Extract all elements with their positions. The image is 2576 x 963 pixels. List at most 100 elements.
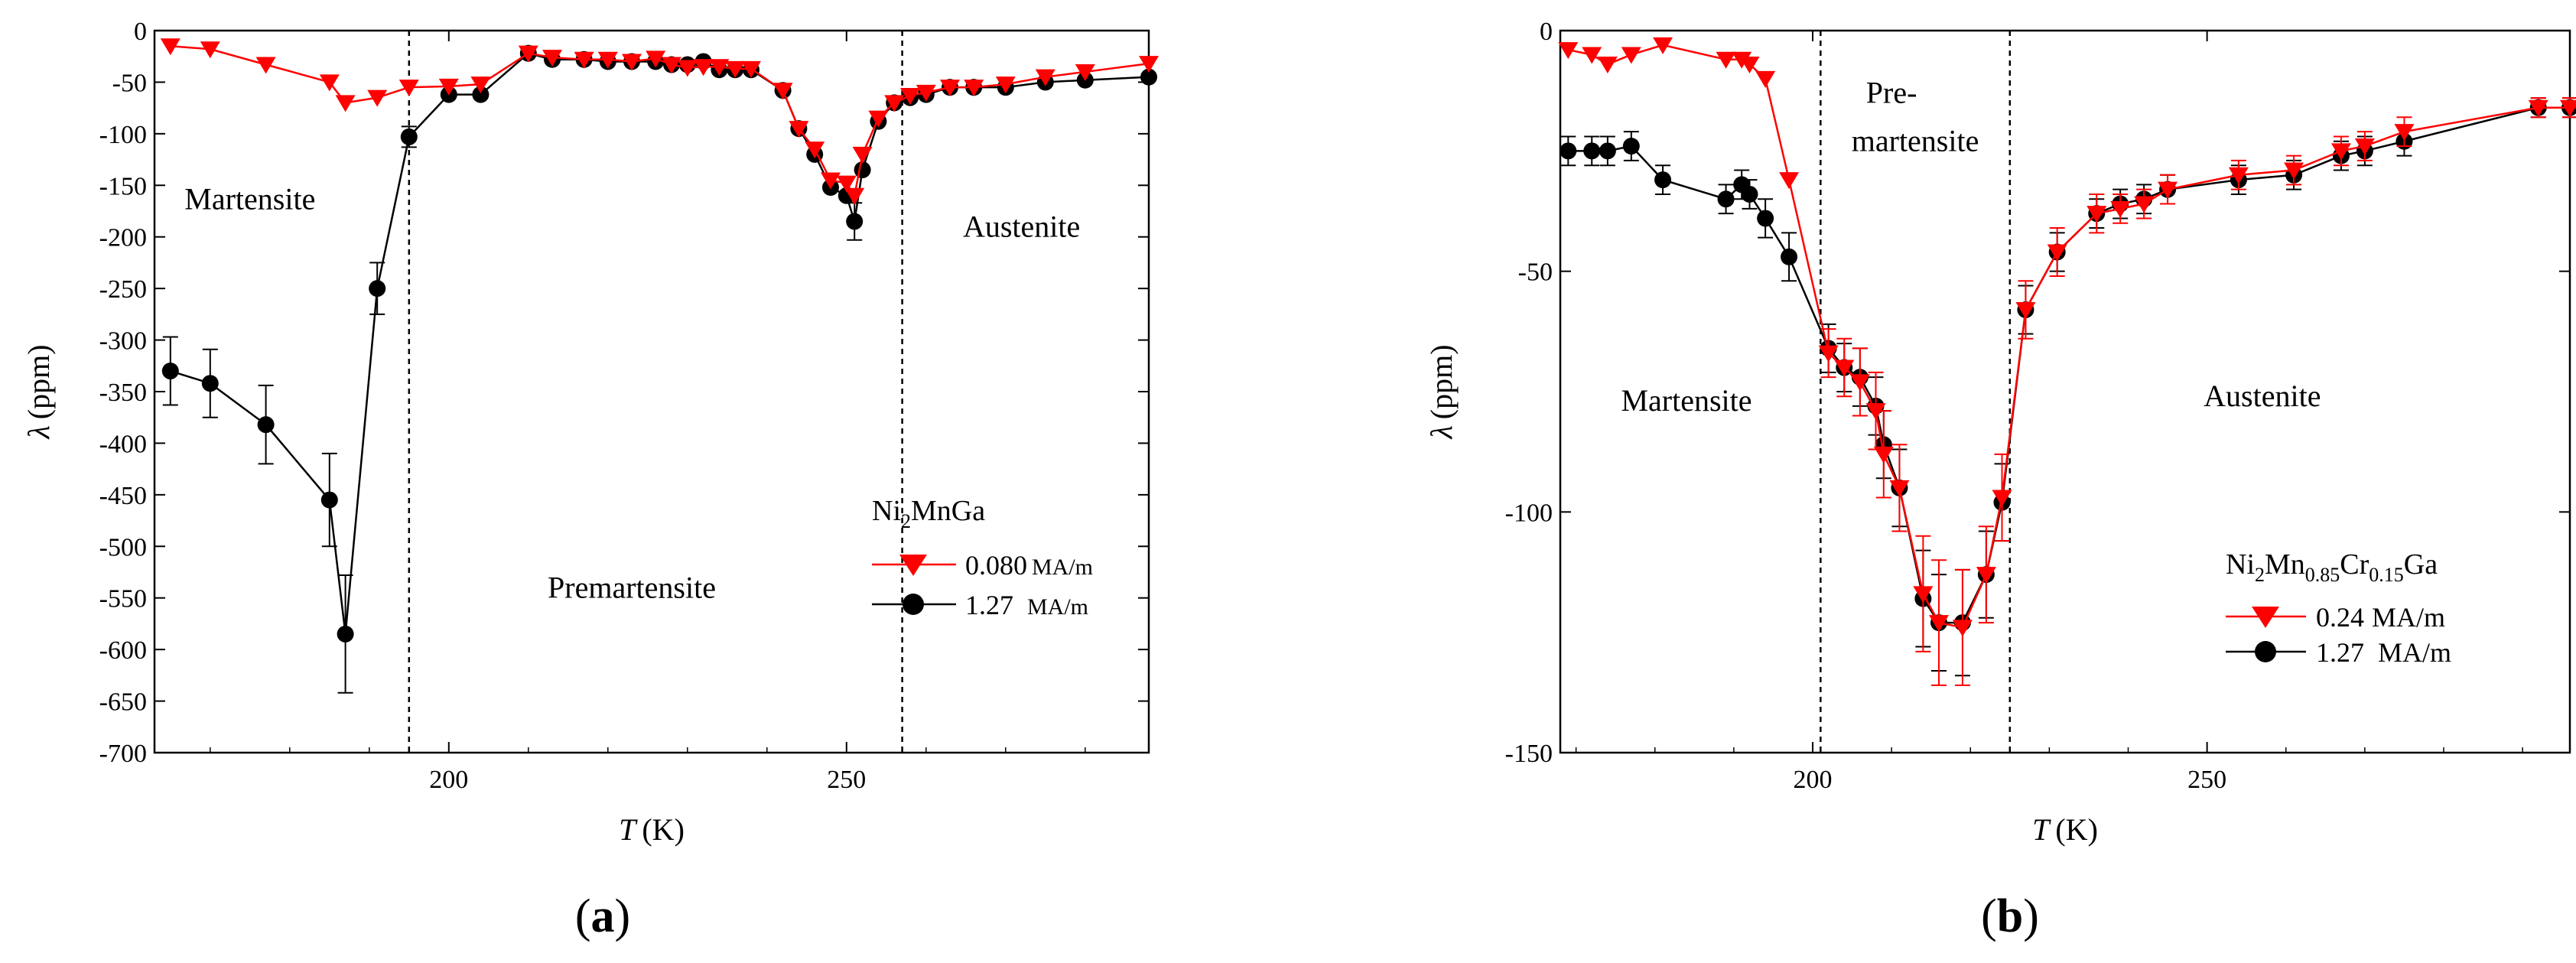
panel-a-data-point-circle <box>472 86 490 103</box>
panel-b-data-point-triangle <box>1716 51 1736 69</box>
legend-b-black-circle-marker <box>2255 641 2276 662</box>
panel-a-data-point-triangle <box>741 60 761 78</box>
panel-b-data-point-triangle <box>1913 586 1934 604</box>
panel-a-data-point-triangle <box>868 110 889 128</box>
legend-a-red-triangle-marker <box>899 555 927 576</box>
panel-b-data-point-triangle <box>1834 359 1855 377</box>
panel-a-data-point-triangle <box>772 83 793 100</box>
panel-b-ytick-label: 0 <box>1540 18 1553 46</box>
panel-b-data-point-circle <box>1654 171 1672 189</box>
panel-b-data-point-triangle <box>2284 162 2304 180</box>
panel-a-data-point-triangle <box>916 84 936 102</box>
panel-b-data-point-circle <box>1717 190 1735 208</box>
panel-a-data-point-triangle <box>836 175 857 193</box>
legend-b-entry-0: 0.24 MA/m <box>2316 602 2445 633</box>
panel-a-ylabel: λ(ppm) <box>21 344 56 439</box>
panel-a-series-line <box>170 52 1150 635</box>
panel-b-data-point-triangle <box>2528 99 2548 117</box>
panel-a-ytick-label: -100 <box>99 121 147 149</box>
panel-a-data-point-triangle <box>900 87 920 105</box>
panel-a-data-point-triangle <box>964 80 984 97</box>
panel-a-data-point-triangle <box>1075 63 1095 81</box>
panel-b-data-point-triangle <box>1739 57 1760 74</box>
panel-b-data-point-triangle <box>1597 57 1618 74</box>
panel-b-data-point-triangle <box>1992 490 2012 507</box>
panel-a-ytick-label: -400 <box>99 430 147 458</box>
panel-a-data-point-triangle <box>160 38 181 56</box>
panel-b-xlabel: T (K) <box>2032 812 2098 847</box>
panel-b-ytick-label: -100 <box>1505 499 1553 527</box>
panel-a-legend: Ni2MnGa 0.080 MA/m 1.27 MA/m <box>872 495 1093 620</box>
panel-b-data-point-circle <box>1781 248 1798 265</box>
panel-a-xlabel: T (K) <box>619 812 685 847</box>
panel-a-region-label: Martensite <box>184 181 315 216</box>
panel-b-data-point-triangle <box>2354 138 2375 156</box>
panel-b-data-point-circle <box>1599 142 1616 160</box>
panel-a-ytick-label: -550 <box>99 585 147 613</box>
panel-a-label: (a) <box>575 890 630 942</box>
panel-b-legend-title: Ni2Mn0.85Cr0.15Ga <box>2226 548 2438 586</box>
panel-b-data-point-triangle <box>2015 302 2036 320</box>
panel-a-data-point-triangle <box>940 80 960 97</box>
panel-a-legend-title: Ni2MnGa <box>872 495 985 532</box>
panel-b-data-point-triangle <box>2560 99 2576 117</box>
panel-a-data-point-triangle <box>319 74 340 92</box>
panel-a-data-point-circle <box>369 280 386 298</box>
panel-a-xtick-label: 200 <box>429 766 468 794</box>
panel-a-ytick-label: 0 <box>134 18 147 46</box>
panel-b-data-point-triangle <box>1732 51 1752 69</box>
legend-a-black-circle-marker <box>903 594 924 615</box>
panel-a-data-point-triangle <box>884 95 905 112</box>
panel-b-data-point-triangle <box>2134 196 2155 213</box>
legend-b-red-triangle-marker <box>2252 607 2279 628</box>
panel-a-data-point-triangle <box>852 146 873 164</box>
panel-a-data-point-triangle <box>597 51 618 69</box>
panel-a-data-point-triangle <box>1035 69 1055 86</box>
panel-b-data-point-triangle <box>2158 181 2178 199</box>
panel-a-data-point-triangle <box>821 172 841 190</box>
panel-b-ylabel: λ(ppm) <box>1424 344 1459 439</box>
panel-a-data-point-triangle <box>693 59 714 76</box>
panel-a-data-point-triangle <box>574 51 594 69</box>
panel-b: 200 250 0 -50 -100 -150 Martensite Pre-martens… <box>1424 18 2576 942</box>
panel-b-data-point-triangle <box>1865 403 1886 421</box>
panel-b-ytick-label: -150 <box>1505 740 1553 768</box>
panel-b-data-point-triangle <box>2228 167 2249 184</box>
panel-a-data-point-triangle <box>398 80 419 97</box>
panel-a-data-point-circle <box>320 491 338 509</box>
panel-a-ytick-label: -300 <box>99 327 147 356</box>
panel-a-data-point-triangle <box>646 50 666 68</box>
panel-a-data-point-triangle <box>470 76 491 94</box>
panel-a-data-point-triangle <box>200 41 220 59</box>
panel-b-data-point-triangle <box>2110 200 2131 218</box>
panel-a-ytick-label: -700 <box>99 740 147 768</box>
panel-b-data-point-triangle <box>1582 47 1602 64</box>
panel-b-xtick-label: 250 <box>2187 766 2226 794</box>
panel-a-data-point-triangle <box>255 57 276 74</box>
panel-b-data-point-circle <box>1741 185 1758 203</box>
panel-b-data-point-triangle <box>1818 345 1839 363</box>
legend-a-entry-0: 0.080 MA/m <box>965 550 1093 581</box>
panel-a-ytick-label: -600 <box>99 636 147 665</box>
panel-b-region-label: Martensite <box>1621 383 1751 418</box>
panel-a-ytick-label: -200 <box>99 224 147 252</box>
panel-a: 200 250 0 -50 -100 -150 -200 -250 -300 -350 -400 -4… <box>21 18 1159 942</box>
legend-a-entry-1: 1.27 MA/m <box>965 590 1088 620</box>
panel-b-xtick-label: 200 <box>1794 766 1833 794</box>
panel-b-legend: Ni2Mn0.85Cr0.15Ga 0.24 MA/m 1.27 MA/m <box>2226 548 2451 668</box>
panel-b-data-point-triangle <box>2330 143 2351 161</box>
panel-a-data-point-triangle <box>789 121 809 138</box>
panel-a-data-point-triangle <box>367 89 388 107</box>
panel-a-data-point-triangle <box>725 60 746 78</box>
panel-a-data-point-triangle <box>662 57 681 74</box>
panel-a-data-point-triangle <box>844 187 865 205</box>
legend-b-entry-1: 1.27 MA/m <box>2316 637 2451 668</box>
panel-a-data-point-triangle <box>438 78 459 96</box>
panel-b-frame <box>1559 29 2571 754</box>
panel-a-region-label: Premartensite <box>548 571 716 605</box>
panel-b-series-line <box>1568 44 2570 629</box>
panel-a-data-point-triangle <box>677 60 698 77</box>
panel-a-data-point-triangle <box>542 50 562 67</box>
panel-b-data-point-circle <box>1757 210 1774 227</box>
